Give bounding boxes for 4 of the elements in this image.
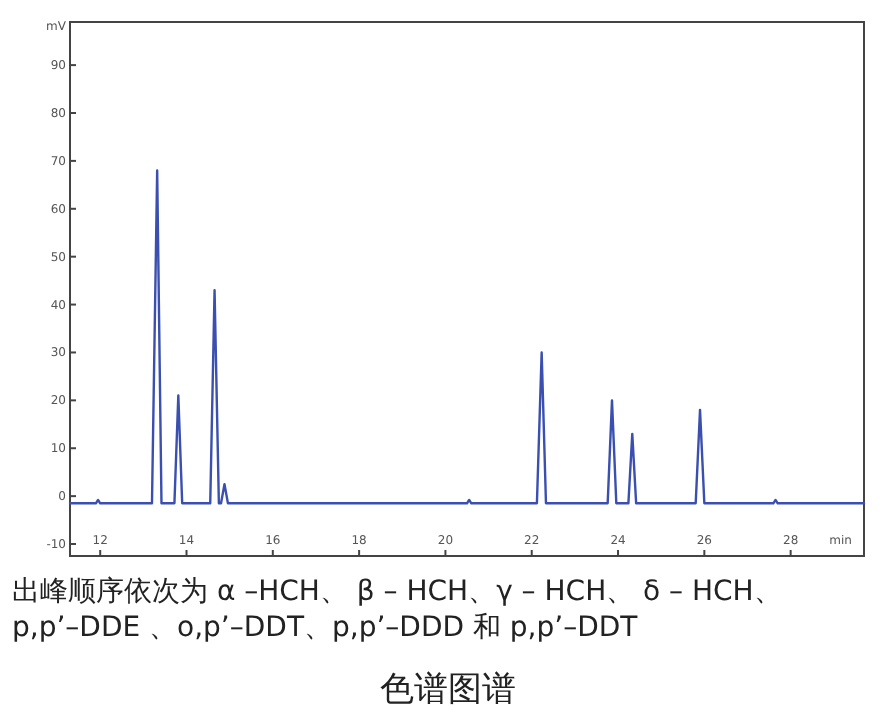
text: 出峰顺序依次为 α –HCH、 β – HCH、γ – HCH、 δ – HCH、: [12, 576, 782, 608]
line-series: [68, 169, 866, 505]
text: p,p’–DDE 、o,p’–DDT、p,p’–DDD 和 p,p’–DDT: [12, 612, 639, 644]
text: 色谱图谱: [380, 670, 516, 710]
